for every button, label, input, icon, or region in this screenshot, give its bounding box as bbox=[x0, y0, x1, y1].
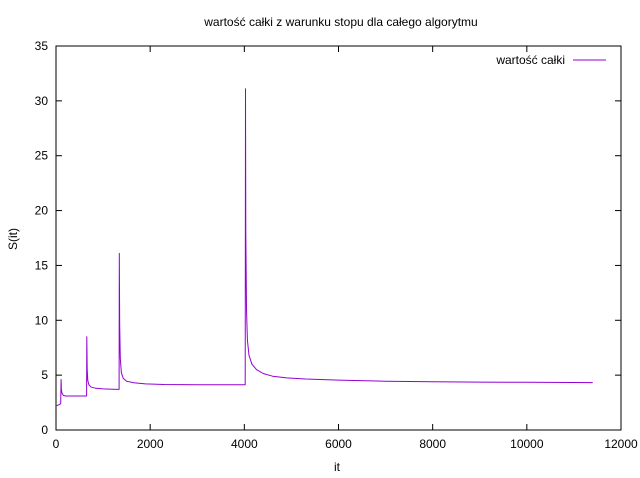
y-tick-label: 25 bbox=[35, 149, 49, 163]
legend-label: wartość całki bbox=[495, 53, 565, 67]
y-tick-label: 10 bbox=[35, 313, 49, 327]
y-tick-label: 5 bbox=[41, 368, 48, 382]
series-layer bbox=[55, 88, 593, 407]
y-tick-label: 30 bbox=[35, 94, 49, 108]
y-axis-label: S(it) bbox=[6, 228, 20, 250]
plot-frame bbox=[55, 45, 622, 431]
x-tick-label: 0 bbox=[53, 437, 60, 451]
x-tick-label: 12000 bbox=[604, 437, 638, 451]
axes bbox=[55, 45, 622, 431]
x-tick-label: 2000 bbox=[137, 437, 164, 451]
y-tick-label: 35 bbox=[35, 39, 49, 53]
x-tick-label: 10000 bbox=[510, 437, 544, 451]
legend: wartość całki bbox=[495, 53, 606, 67]
x-tick-label: 8000 bbox=[419, 437, 446, 451]
x-tick-label: 6000 bbox=[325, 437, 352, 451]
y-tick-label: 15 bbox=[35, 258, 49, 272]
tick-marks: 0 2000 4000 6000 8000 10000 12000 0 5 10 15 20 25 30 3… bbox=[35, 39, 638, 451]
chart-title: wartość całki z warunku stopu dla całego… bbox=[203, 15, 477, 29]
series-line bbox=[55, 88, 593, 407]
x-axis-label: it bbox=[334, 460, 341, 474]
x-tick-label: 4000 bbox=[231, 437, 258, 451]
y-tick-label: 20 bbox=[35, 204, 49, 218]
y-tick-label: 0 bbox=[41, 423, 48, 437]
